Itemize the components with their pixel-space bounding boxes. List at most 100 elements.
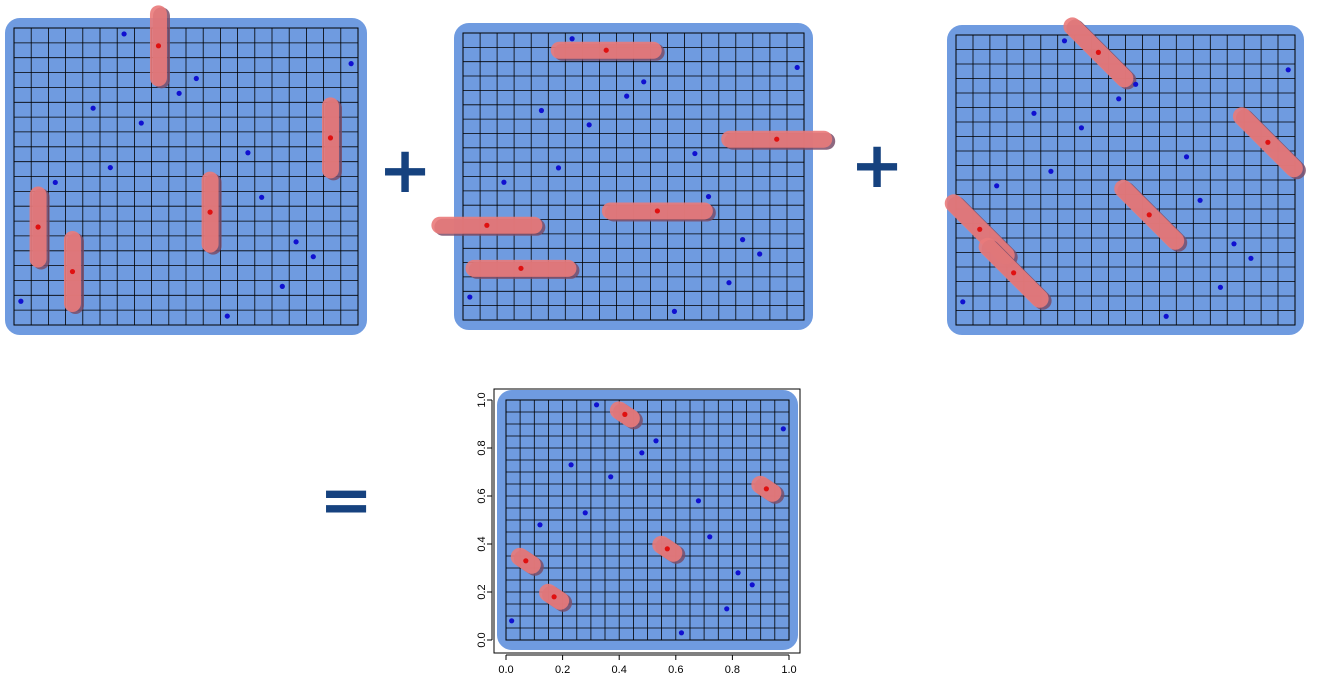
blue-point bbox=[740, 237, 746, 243]
blue-point bbox=[509, 618, 515, 624]
points bbox=[960, 38, 1291, 319]
y-tick-label: 0.6 bbox=[476, 488, 488, 503]
blue-point bbox=[1183, 154, 1190, 160]
red-point bbox=[622, 411, 628, 417]
x-tick-label: 0.0 bbox=[498, 664, 513, 676]
x-tick-label: 1.0 bbox=[781, 664, 796, 676]
equals-operator: = bbox=[319, 464, 373, 538]
blue-point bbox=[653, 438, 659, 444]
blue-point bbox=[121, 31, 127, 37]
blue-point bbox=[1285, 67, 1291, 73]
plus-operator-2: + bbox=[850, 129, 904, 203]
blue-point bbox=[1031, 110, 1037, 116]
red-point bbox=[774, 136, 780, 142]
red-point bbox=[518, 265, 524, 271]
blue-point bbox=[193, 75, 199, 82]
mask-edge bbox=[947, 25, 1304, 335]
red-point bbox=[977, 226, 983, 232]
panel-vertical-brush bbox=[5, 5, 367, 335]
grid bbox=[13, 27, 359, 326]
grid bbox=[462, 32, 805, 321]
red-point bbox=[69, 268, 76, 275]
blue-point bbox=[293, 239, 299, 245]
grid-border bbox=[505, 399, 790, 641]
grid-border bbox=[462, 32, 805, 321]
red-point bbox=[763, 486, 769, 492]
red-point bbox=[207, 209, 213, 215]
red-point bbox=[551, 594, 557, 600]
blue-point bbox=[593, 402, 600, 408]
blue-point bbox=[960, 299, 966, 305]
blue-point bbox=[582, 510, 588, 516]
y-tick-label: 0.2 bbox=[476, 584, 488, 599]
blue-point bbox=[639, 450, 645, 456]
blue-point bbox=[695, 498, 702, 504]
grid-border bbox=[955, 34, 1296, 326]
blue-point bbox=[501, 179, 507, 185]
blue-point bbox=[348, 61, 354, 67]
blue-point bbox=[692, 150, 698, 157]
x-tick-label: 0.8 bbox=[725, 664, 740, 676]
mask-edge bbox=[5, 18, 367, 335]
blue-point bbox=[780, 426, 786, 432]
blue-point bbox=[90, 105, 96, 111]
red-point bbox=[523, 558, 529, 564]
blue-point bbox=[1061, 38, 1068, 44]
blue-point bbox=[176, 90, 182, 96]
red-point bbox=[327, 135, 334, 141]
red-point bbox=[1095, 49, 1101, 56]
blue-point bbox=[678, 630, 685, 636]
blue-point bbox=[52, 179, 58, 186]
blue-point bbox=[994, 183, 1000, 189]
y-tick-label: 0.8 bbox=[476, 440, 488, 455]
red-point bbox=[35, 224, 41, 230]
grid bbox=[505, 399, 790, 641]
panel-result: 0.0 0.2 0.4 0.6 0.8 1.0 0.0 0.2 0.4 0.6 0.8 1.0 bbox=[476, 388, 801, 676]
red-point bbox=[654, 208, 660, 214]
blue-point bbox=[1163, 313, 1169, 319]
red-point bbox=[1265, 139, 1271, 145]
blue-point bbox=[1248, 255, 1254, 261]
blue-point bbox=[245, 150, 251, 156]
x-tick-label: 0.6 bbox=[668, 664, 683, 676]
grid-lines bbox=[505, 399, 790, 641]
plus-operator-1: + bbox=[378, 134, 432, 208]
blue-point bbox=[705, 193, 712, 200]
axes: 0.0 0.2 0.4 0.6 0.8 1.0 0.0 0.2 0.4 0.6 0.8 1.0 bbox=[476, 392, 797, 676]
points bbox=[509, 402, 786, 636]
blue-point bbox=[757, 251, 763, 257]
blue-point bbox=[794, 64, 800, 71]
blue-point bbox=[538, 107, 545, 114]
red-point bbox=[1011, 270, 1017, 276]
x-tick-label: 0.2 bbox=[555, 664, 570, 676]
points bbox=[18, 31, 354, 319]
blue-point bbox=[641, 79, 647, 85]
red-point bbox=[1146, 212, 1152, 218]
grid-border bbox=[13, 27, 359, 326]
blue-point bbox=[568, 462, 574, 468]
mask-edge bbox=[454, 23, 813, 330]
blue-point bbox=[608, 474, 614, 480]
blue-point bbox=[707, 534, 713, 540]
blue-point bbox=[586, 122, 592, 128]
blue-point bbox=[749, 582, 755, 588]
plot-frame bbox=[493, 388, 801, 654]
blue-point bbox=[1048, 168, 1054, 174]
panel-horizontal-brush bbox=[431, 23, 836, 330]
blue-point bbox=[624, 93, 630, 99]
y-tick-label: 1.0 bbox=[476, 392, 488, 407]
red-point bbox=[664, 546, 670, 552]
blue-point bbox=[735, 570, 741, 576]
blue-point bbox=[671, 308, 678, 314]
red-point bbox=[603, 47, 609, 53]
blue-point bbox=[310, 254, 316, 260]
blue-point bbox=[1197, 197, 1203, 203]
blue-point bbox=[1217, 284, 1224, 290]
red-point bbox=[155, 43, 162, 49]
red-point bbox=[484, 222, 490, 228]
blue-point bbox=[1116, 96, 1122, 102]
blue-point bbox=[555, 165, 562, 171]
blue-point bbox=[726, 280, 732, 286]
blue-point bbox=[18, 298, 24, 304]
